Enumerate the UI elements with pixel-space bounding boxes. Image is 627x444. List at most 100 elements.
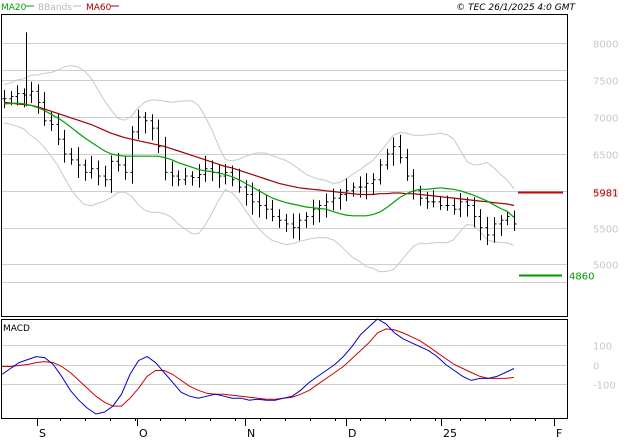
ohlc-bar [197,164,202,188]
ohlc-bar [505,211,510,226]
ohlc-bar [297,213,302,241]
ohlc-bar [69,147,74,165]
x-axis-label: F [556,427,562,440]
ohlc-bar [217,164,222,188]
ohlc-bar [109,155,114,193]
ohlc-bar [371,173,376,196]
ohlc-bar [445,195,450,211]
ohlc-bar [465,197,470,217]
ohlc-bar [317,200,322,223]
ohlc-bar [391,137,396,166]
legend-ma60-label: MA60 [86,3,112,13]
ohlc-bar [123,155,128,180]
ohlc-bar [472,197,477,228]
ohlc-bar [62,129,67,163]
ohlc-bar [411,169,416,200]
price-panel-border [1,14,568,317]
x-axis-label: S [39,427,46,440]
ohlc-bar [210,160,215,182]
ohlc-bar [270,199,275,222]
ohlc-bar [512,210,517,232]
price-tick-label: 7000 [593,114,618,125]
bollinger-bands [3,65,515,273]
ohlc-bar [458,193,463,218]
ohlc-bar [156,119,161,154]
ohlc-bar [398,134,403,164]
price-tick-label: 6000 [593,188,618,199]
level-marker-label: 4860 [569,272,594,283]
ohlc-bar [304,212,309,228]
ohlc-bar [385,148,390,170]
ohlc-bar [29,81,34,104]
ohlc-bar [96,160,101,186]
ohlc-bar [311,199,316,225]
x-axis-label: D [348,427,356,440]
ohlc-bar [324,193,329,218]
ohlc-bar [183,167,188,185]
ohlc-bar [190,171,195,186]
macd-signal-line [2,328,515,407]
ohlc-bar [83,159,88,181]
legend-bbands-label: BBands [38,3,72,13]
ohlc-bar [2,89,7,109]
ma20-line [3,102,515,218]
moving-averages [3,101,563,277]
ohlc-bar [344,178,349,202]
ohlc-bar [89,155,94,179]
ohlc-bar [291,213,296,239]
price-tick-label: 5000 [593,261,618,272]
price-tick-label: 7500 [593,77,618,88]
macd-line [1,318,515,415]
ohlc-bar [378,159,383,185]
ohlc-bar [277,209,282,228]
ohlc-bar [405,148,410,181]
ohlc-bar [170,161,175,187]
macd-panel-border [1,319,568,419]
price-bars [2,32,517,246]
ohlc-bar [425,191,430,209]
ohlc-bar [452,197,457,215]
ohlc-bar [76,147,81,178]
ohlc-bar [103,165,108,187]
bband-upper [3,65,515,190]
ohlc-bar [485,216,490,246]
price-tick-label: 8000 [593,40,618,51]
ohlc-bar [438,195,443,210]
ma60-line [3,101,515,207]
ohlc-bar [478,209,483,241]
ohlc-bar [136,109,141,140]
watermark: © TEC 26/1/2025 4:0 GMT [456,3,576,13]
ohlc-bar [431,190,436,208]
x-axis-label: O [139,427,148,440]
ohlc-bar [143,111,148,134]
bband-lower [3,122,515,273]
macd-tick-label: -100 [593,381,616,392]
chart-frame [1,14,568,426]
x-axis-label: 25 [443,427,457,440]
ohlc-bar [230,165,235,187]
x-axis-label: N [247,427,255,440]
macd-tick-label: 0 [593,362,599,373]
ohlc-bar [264,194,269,220]
ohlc-bar [130,126,135,184]
ohlc-bar [36,84,41,114]
ohlc-bar [150,114,155,141]
macd-title: MACD [3,324,30,334]
price-tick-label: 6500 [593,151,618,162]
ohlc-bar [176,170,181,187]
legend-ma20-label: MA20 [1,3,27,13]
price-tick-label: 5500 [593,225,618,236]
ohlc-bar [257,189,262,218]
ohlc-bar [499,215,504,237]
macd-tick-label: 100 [593,342,612,353]
macd-lines [1,318,515,415]
axis-labels: 8000 7500 7000 6500 6000 5500 5000 100 0 -100 5981… [39,40,618,441]
level-marker-label: 5981 [593,189,618,200]
ohlc-bar [492,217,497,243]
ohlc-bar [364,173,369,200]
grid [1,43,568,385]
ohlc-bar [15,85,20,106]
ohlc-bar [284,213,289,232]
ohlc-bar [56,114,61,146]
